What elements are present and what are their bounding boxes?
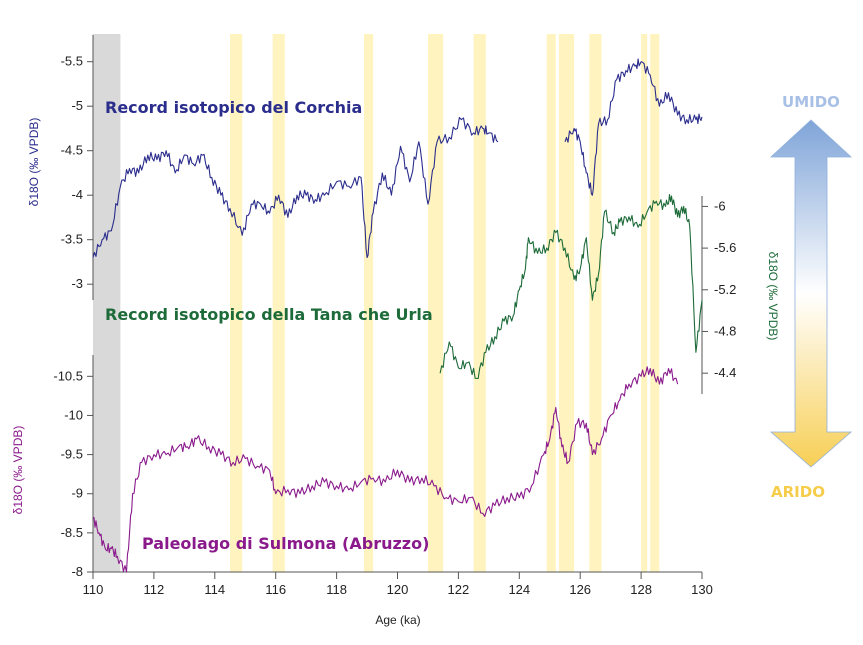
series-lines — [92, 58, 703, 573]
double-arrow-icon — [769, 119, 853, 468]
y-tick-label: -4.4 — [714, 365, 736, 380]
x-tick-label: 122 — [448, 582, 470, 597]
label-sulmona: Paleolago di Sulmona (Abruzzo) — [142, 534, 429, 553]
y-tick-label: -10.5 — [53, 368, 83, 383]
y-tick-label: -8.5 — [61, 525, 83, 540]
shaded-bands — [93, 34, 660, 572]
y-axis-title-tana: δ18O (‰ VPDB) — [766, 252, 780, 341]
yellow-band — [230, 34, 243, 572]
series-line-corchia — [92, 116, 499, 259]
x-tick-label: 126 — [569, 582, 591, 597]
yellow-band — [546, 34, 556, 572]
x-axis-title: Age (ka) — [375, 613, 420, 627]
yellow-band — [558, 34, 575, 572]
x-tick-label: 112 — [144, 582, 165, 597]
yellow-band — [473, 34, 486, 572]
x-tick-label: 116 — [265, 582, 286, 597]
yellow-band — [641, 34, 648, 572]
ticks: 110 112 114 116 118 120 122 124 126 128 130 -3 -3.5 -… — [53, 54, 736, 597]
series-line-sulmona — [92, 366, 679, 573]
x-tick-label: 118 — [326, 582, 347, 597]
y-tick-label: -5 — [71, 98, 83, 113]
y-axis-title-sulmona: δ18O (‰ VPDB) — [11, 426, 25, 515]
y-tick-label: -6 — [714, 198, 726, 213]
label-corchia: Record isotopico del Corchia — [105, 98, 362, 117]
y-tick-label: -9.5 — [61, 447, 83, 462]
y-axis-title-corchia: δ18O (‰ VPDB) — [27, 118, 41, 207]
x-tick-label: 130 — [691, 582, 713, 597]
x-tick-label: 110 — [83, 582, 104, 597]
y-tick-label: -3.5 — [61, 232, 83, 247]
yellow-band — [272, 34, 285, 572]
x-tick-label: 114 — [204, 582, 225, 597]
series-line-corchia — [564, 58, 703, 196]
y-tick-label: -5.6 — [714, 240, 736, 255]
yellow-band — [427, 34, 444, 572]
series-line-tana-che-urla — [439, 193, 703, 380]
label-tana: Record isotopico della Tana che Urla — [105, 305, 433, 324]
y-tick-label: -5.5 — [61, 54, 83, 69]
grey-band — [93, 34, 121, 572]
y-tick-label: -5.2 — [714, 282, 736, 297]
y-tick-label: -3 — [71, 276, 83, 291]
x-tick-label: 128 — [630, 582, 652, 597]
x-tick-label: 120 — [387, 582, 409, 597]
yellow-band — [589, 34, 602, 572]
y-tick-label: -10 — [64, 407, 83, 422]
climate-label-arido: ARIDO — [771, 483, 825, 501]
y-tick-label: -4.5 — [61, 143, 83, 158]
x-tick-label: 124 — [508, 582, 530, 597]
yellow-band — [364, 34, 374, 572]
yellow-band — [650, 34, 660, 572]
y-tick-label: -4.8 — [714, 323, 736, 338]
climate-label-umido: UMIDO — [782, 93, 840, 111]
y-tick-label: -9 — [71, 486, 83, 501]
y-tick-label: -4 — [71, 187, 83, 202]
y-tick-label: -8 — [71, 564, 83, 579]
climate-arrow: UMIDO ARIDO — [769, 93, 853, 501]
